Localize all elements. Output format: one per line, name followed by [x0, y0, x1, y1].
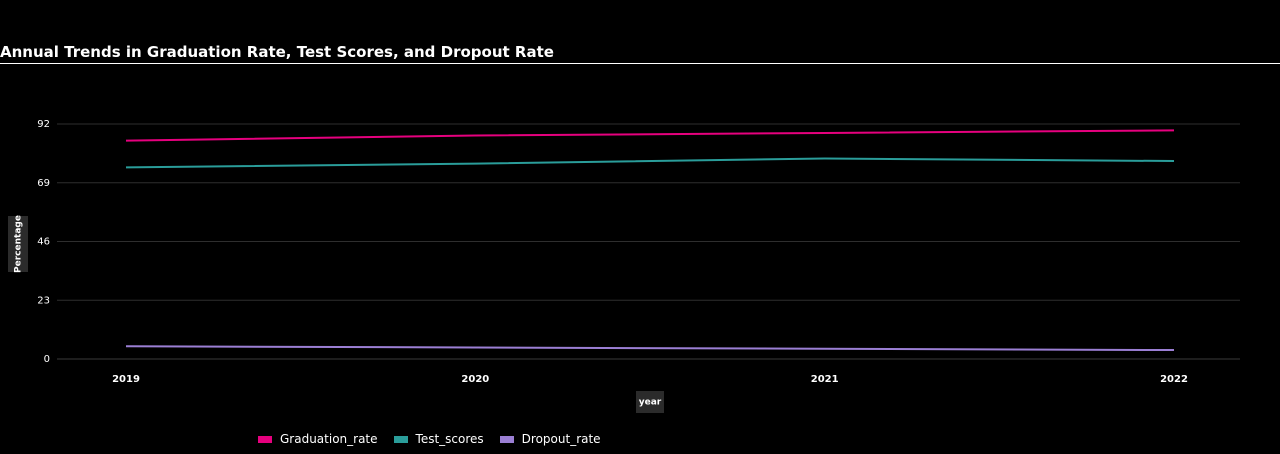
x-tick-label: 2020 [461, 374, 489, 385]
chart-title: Annual Trends in Graduation Rate, Test S… [0, 43, 554, 61]
series-line-dropout-rate[interactable] [125, 345, 1175, 352]
x-axis-ticks: 2019 2020 2021 2022 [112, 374, 1188, 385]
legend-swatch [499, 435, 514, 443]
x-tick-label: 2021 [811, 374, 839, 385]
x-axis-label: year [639, 398, 662, 408]
series-line-test-scores[interactable] [125, 157, 1175, 169]
x-tick-label: 2022 [1160, 374, 1188, 385]
legend-swatch [393, 435, 408, 443]
x-axis-label-box: year [636, 391, 664, 413]
y-axis-label-box: Percentage [8, 215, 28, 273]
y-tick-label: 23 [37, 295, 50, 306]
y-tick-label: 92 [37, 119, 50, 130]
y-axis-ticks: 0 23 46 69 92 [37, 119, 50, 365]
y-tick-label: 69 [37, 178, 50, 189]
legend-swatch [258, 435, 272, 443]
series-line-graduation-rate[interactable] [125, 129, 1175, 142]
gridlines [57, 123, 1240, 360]
legend-label: Test_scores [415, 432, 484, 446]
legend-item-graduation-rate[interactable]: Graduation_rate [258, 432, 378, 446]
x-tick-label: 2019 [112, 374, 140, 385]
legend-item-test-scores[interactable]: Test_scores [393, 432, 484, 446]
legend-label: Dropout_rate [521, 432, 601, 446]
legend-item-dropout-rate[interactable]: Dropout_rate [499, 432, 601, 446]
title-divider [0, 63, 1280, 64]
y-tick-label: 46 [37, 237, 50, 248]
y-tick-label: 0 [44, 354, 50, 365]
y-axis-label: Percentage [14, 215, 24, 273]
series-lines [125, 129, 1175, 352]
legend-label: Graduation_rate [280, 432, 378, 446]
legend: Graduation_rate Test_scores Dropout_rate [258, 432, 601, 446]
